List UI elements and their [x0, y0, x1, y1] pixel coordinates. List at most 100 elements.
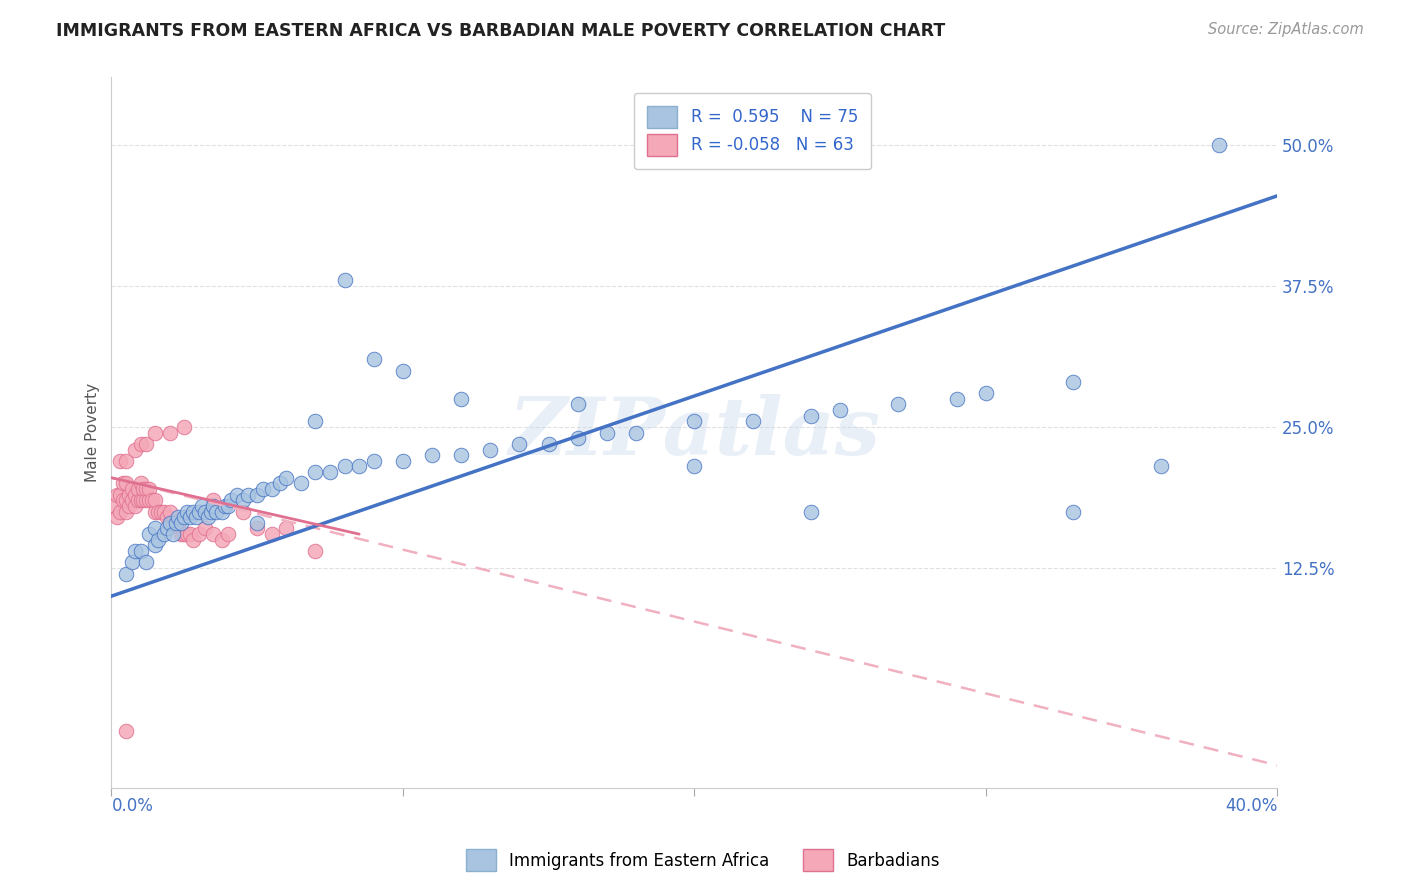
Point	[184, 510, 207, 524]
Point	[165, 516, 187, 530]
Point	[333, 459, 356, 474]
Point	[121, 493, 143, 508]
Point	[156, 510, 179, 524]
Point	[156, 521, 179, 535]
Legend: Immigrants from Eastern Africa, Barbadians: Immigrants from Eastern Africa, Barbadia…	[458, 841, 948, 880]
Point	[162, 516, 184, 530]
Point	[115, 724, 138, 739]
Point	[129, 437, 152, 451]
Point	[159, 516, 181, 530]
Point	[225, 488, 247, 502]
Point	[108, 488, 131, 502]
Point	[149, 505, 172, 519]
Point	[246, 488, 269, 502]
Y-axis label: Male Poverty: Male Poverty	[86, 383, 100, 483]
Point	[202, 493, 225, 508]
Point	[191, 499, 214, 513]
Point	[238, 488, 260, 502]
Point	[173, 527, 195, 541]
Point	[319, 465, 342, 479]
Point	[127, 493, 149, 508]
Point	[129, 476, 152, 491]
Point	[153, 527, 176, 541]
Point	[146, 533, 169, 547]
Point	[450, 448, 472, 462]
Point	[146, 505, 169, 519]
Point	[135, 555, 157, 569]
Point	[246, 516, 269, 530]
Point	[392, 363, 415, 377]
Point	[217, 527, 239, 541]
Point	[187, 505, 209, 519]
Point	[187, 527, 209, 541]
Point	[115, 476, 138, 491]
Point	[135, 482, 157, 496]
Point	[508, 437, 530, 451]
Point	[232, 505, 254, 519]
Point	[181, 533, 204, 547]
Point	[200, 505, 222, 519]
Point	[173, 510, 195, 524]
Point	[420, 448, 443, 462]
Point	[135, 493, 157, 508]
Point	[124, 488, 146, 502]
Point	[170, 516, 193, 530]
Point	[162, 527, 184, 541]
Point	[194, 505, 217, 519]
Point	[143, 538, 166, 552]
Point	[118, 499, 141, 513]
Point	[741, 414, 763, 428]
Point	[1150, 459, 1173, 474]
Point	[567, 431, 589, 445]
Point	[304, 544, 326, 558]
Point	[290, 476, 312, 491]
Point	[194, 521, 217, 535]
Point	[143, 521, 166, 535]
Point	[170, 527, 193, 541]
Point	[219, 493, 242, 508]
Point	[176, 505, 198, 519]
Point	[1062, 375, 1084, 389]
Point	[165, 516, 187, 530]
Point	[479, 442, 502, 457]
Point	[828, 403, 851, 417]
Point	[112, 476, 135, 491]
Point	[129, 493, 152, 508]
Point	[103, 499, 125, 513]
Point	[217, 499, 239, 513]
Text: 40.0%: 40.0%	[1225, 797, 1277, 815]
Point	[143, 505, 166, 519]
Point	[450, 392, 472, 406]
Point	[132, 482, 155, 496]
Point	[304, 465, 326, 479]
Point	[304, 414, 326, 428]
Text: ZIPatlas: ZIPatlas	[509, 394, 880, 471]
Point	[800, 505, 823, 519]
Point	[105, 510, 128, 524]
Point	[132, 493, 155, 508]
Point	[112, 493, 135, 508]
Point	[347, 459, 370, 474]
Point	[167, 510, 190, 524]
Point	[211, 505, 233, 519]
Point	[159, 505, 181, 519]
Point	[202, 527, 225, 541]
Point	[179, 510, 201, 524]
Point	[246, 521, 269, 535]
Point	[567, 397, 589, 411]
Point	[173, 420, 195, 434]
Point	[115, 505, 138, 519]
Legend: R =  0.595    N = 75, R = -0.058   N = 63: R = 0.595 N = 75, R = -0.058 N = 63	[634, 93, 872, 169]
Point	[121, 482, 143, 496]
Point	[124, 499, 146, 513]
Point	[176, 527, 198, 541]
Text: IMMIGRANTS FROM EASTERN AFRICA VS BARBADIAN MALE POVERTY CORRELATION CHART: IMMIGRANTS FROM EASTERN AFRICA VS BARBAD…	[56, 22, 945, 40]
Point	[333, 273, 356, 287]
Point	[153, 505, 176, 519]
Point	[141, 493, 163, 508]
Text: Source: ZipAtlas.com: Source: ZipAtlas.com	[1208, 22, 1364, 37]
Point	[1208, 138, 1230, 153]
Point	[683, 459, 706, 474]
Point	[124, 442, 146, 457]
Point	[118, 488, 141, 502]
